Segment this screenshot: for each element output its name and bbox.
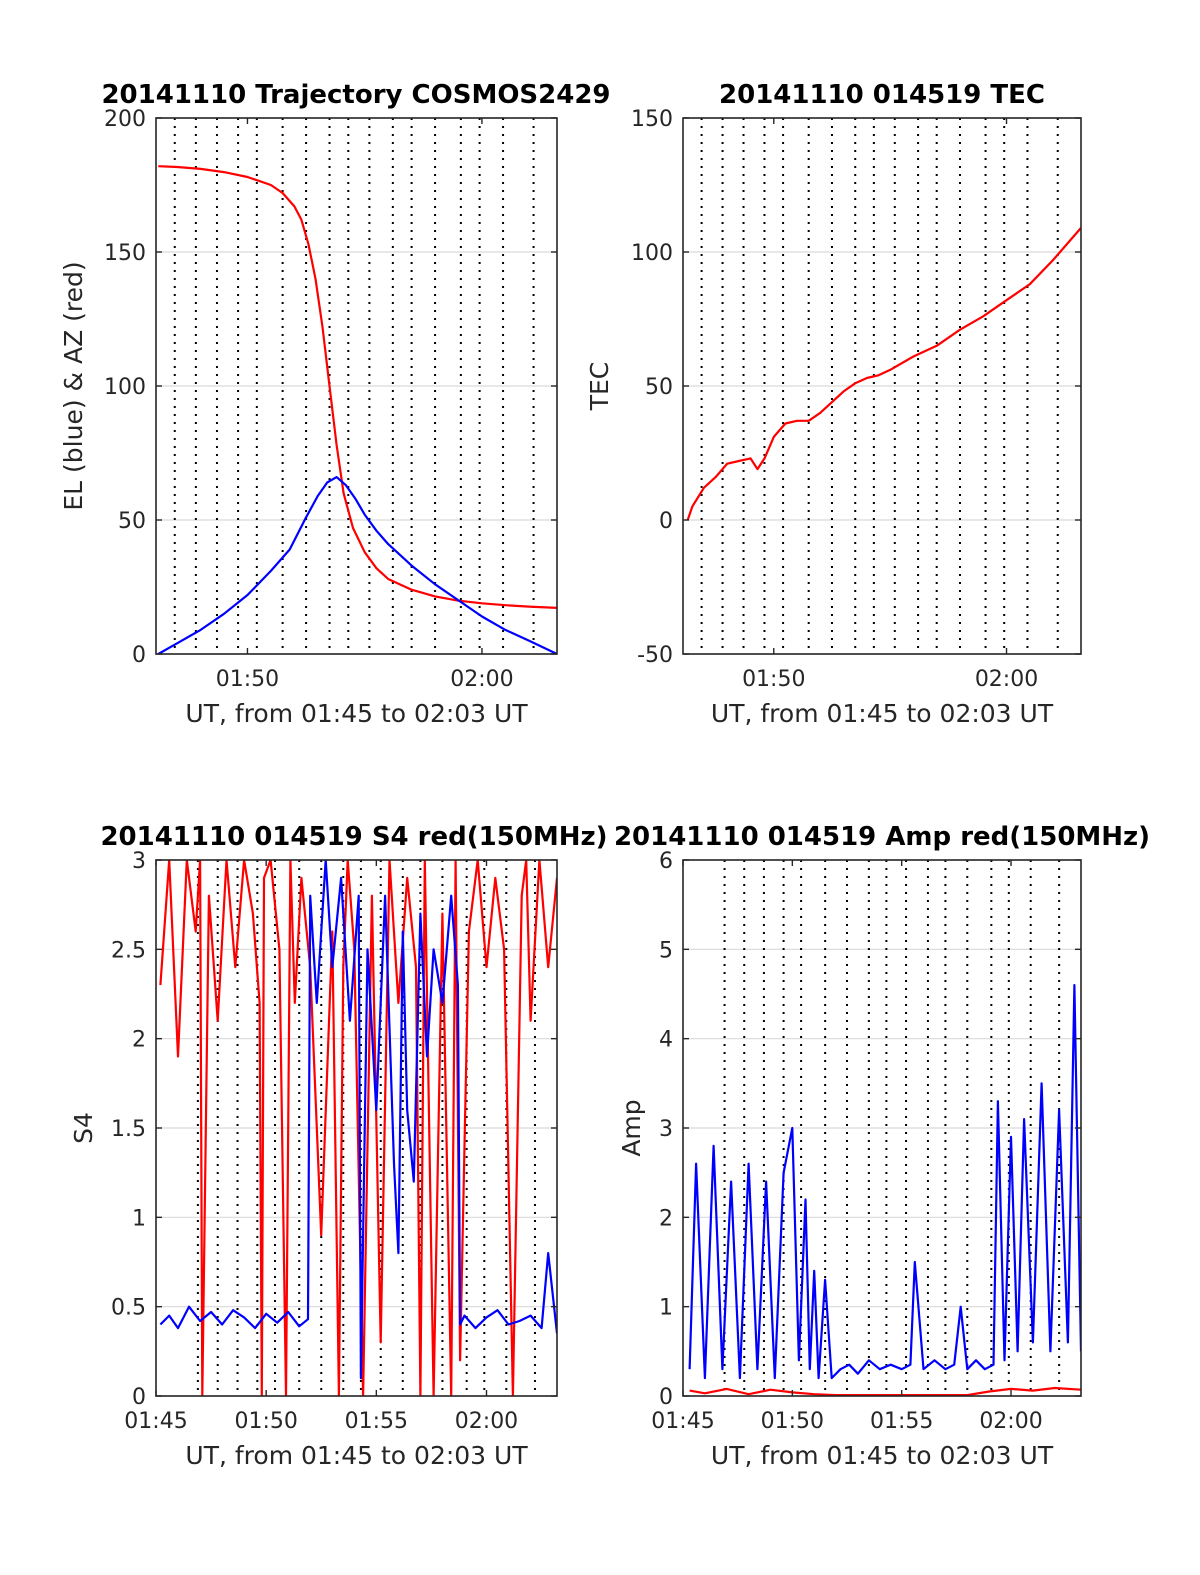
y-tick-label: 6 xyxy=(659,849,673,874)
series-line-red xyxy=(689,1386,1081,1396)
chart-title: 20141110 014519 Amp red(150MHz) xyxy=(614,822,1150,852)
y-tick-label: 100 xyxy=(631,241,673,266)
series-line-blue xyxy=(688,983,1081,1380)
trajectory-panel: 0 50 100 150 200 01:50 02:00 20141110 Trajector… xyxy=(59,80,611,728)
series-group xyxy=(688,983,1081,1396)
y-tick-label: 1.5 xyxy=(111,1117,146,1142)
y-tick-label: 3 xyxy=(659,1117,673,1142)
y-tick-label: 2.5 xyxy=(111,938,146,963)
s4-panel: 0 0.5 1 1.5 2 2.5 3 01:45 01:50 01:55 02:00 2014111… xyxy=(69,822,608,1470)
y-tick-label: 0 xyxy=(132,643,146,668)
y-axis-label: S4 xyxy=(69,1112,98,1144)
y-tick-label: 1 xyxy=(659,1296,673,1321)
x-tick-label: 02:00 xyxy=(975,667,1038,692)
y-tick-label: -50 xyxy=(637,643,673,668)
y-tick-label: 100 xyxy=(104,375,146,400)
series-group xyxy=(686,227,1081,521)
x-tick-label: 01:45 xyxy=(651,1409,714,1434)
y-axis-label: EL (blue) & AZ (red) xyxy=(59,261,88,510)
y-tick-label: 50 xyxy=(118,509,146,534)
y-tick-label: 3 xyxy=(132,849,146,874)
series-line-red xyxy=(686,227,1081,521)
y-axis-label: TEC xyxy=(585,362,614,412)
y-tick-label: 200 xyxy=(104,107,146,132)
x-tick-label: 02:00 xyxy=(450,667,513,692)
x-axis-label: UT, from 01:45 to 02:03 UT xyxy=(711,1441,1054,1470)
series-group xyxy=(159,860,557,1396)
chart-title: 20141110 014519 TEC xyxy=(719,80,1045,110)
x-axis-label: UT, from 01:45 to 02:03 UT xyxy=(185,699,528,728)
x-tick-label: 01:55 xyxy=(345,1409,408,1434)
y-tick-label: 2 xyxy=(659,1206,673,1231)
chart-title: 20141110 014519 S4 red(150MHz) xyxy=(100,822,607,852)
x-tick-label: 02:00 xyxy=(979,1409,1042,1434)
y-tick-label: 150 xyxy=(631,107,673,132)
y-tick-label: 0.5 xyxy=(111,1296,146,1321)
y-tick-label: 0 xyxy=(659,509,673,534)
chart-title: 20141110 Trajectory COSMOS2429 xyxy=(101,80,610,110)
y-tick-label: 50 xyxy=(645,375,673,400)
series-line-red xyxy=(158,165,557,609)
y-tick-label: 150 xyxy=(104,241,146,266)
x-tick-label: 01:50 xyxy=(742,667,805,692)
y-axis-label: Amp xyxy=(617,1099,646,1156)
y-tick-label: 1 xyxy=(132,1206,146,1231)
x-tick-label: 01:50 xyxy=(216,667,279,692)
y-tick-label: 5 xyxy=(659,938,673,963)
series-line-blue xyxy=(159,860,557,1380)
tec-panel: -50 0 50 100 150 01:50 02:00 20141110 014519 TE… xyxy=(585,80,1082,728)
x-axis-label: UT, from 01:45 to 02:03 UT xyxy=(185,1441,528,1470)
x-tick-label: 01:45 xyxy=(124,1409,187,1434)
series-group xyxy=(157,165,557,654)
series-line-red xyxy=(159,860,557,1396)
series-line-blue xyxy=(157,476,557,654)
amp-panel: 0 1 2 3 4 5 6 01:45 01:50 01:55 02:00 20141110 0145… xyxy=(614,822,1150,1470)
x-tick-label: 01:50 xyxy=(761,1409,824,1434)
y-tick-label: 0 xyxy=(659,1385,673,1410)
y-tick-label: 2 xyxy=(132,1028,146,1053)
x-axis-label: UT, from 01:45 to 02:03 UT xyxy=(711,699,1054,728)
x-tick-label: 02:00 xyxy=(455,1409,518,1434)
y-tick-label: 0 xyxy=(132,1385,146,1410)
y-tick-label: 4 xyxy=(659,1028,673,1053)
x-tick-label: 01:55 xyxy=(870,1409,933,1434)
x-tick-label: 01:50 xyxy=(234,1409,297,1434)
